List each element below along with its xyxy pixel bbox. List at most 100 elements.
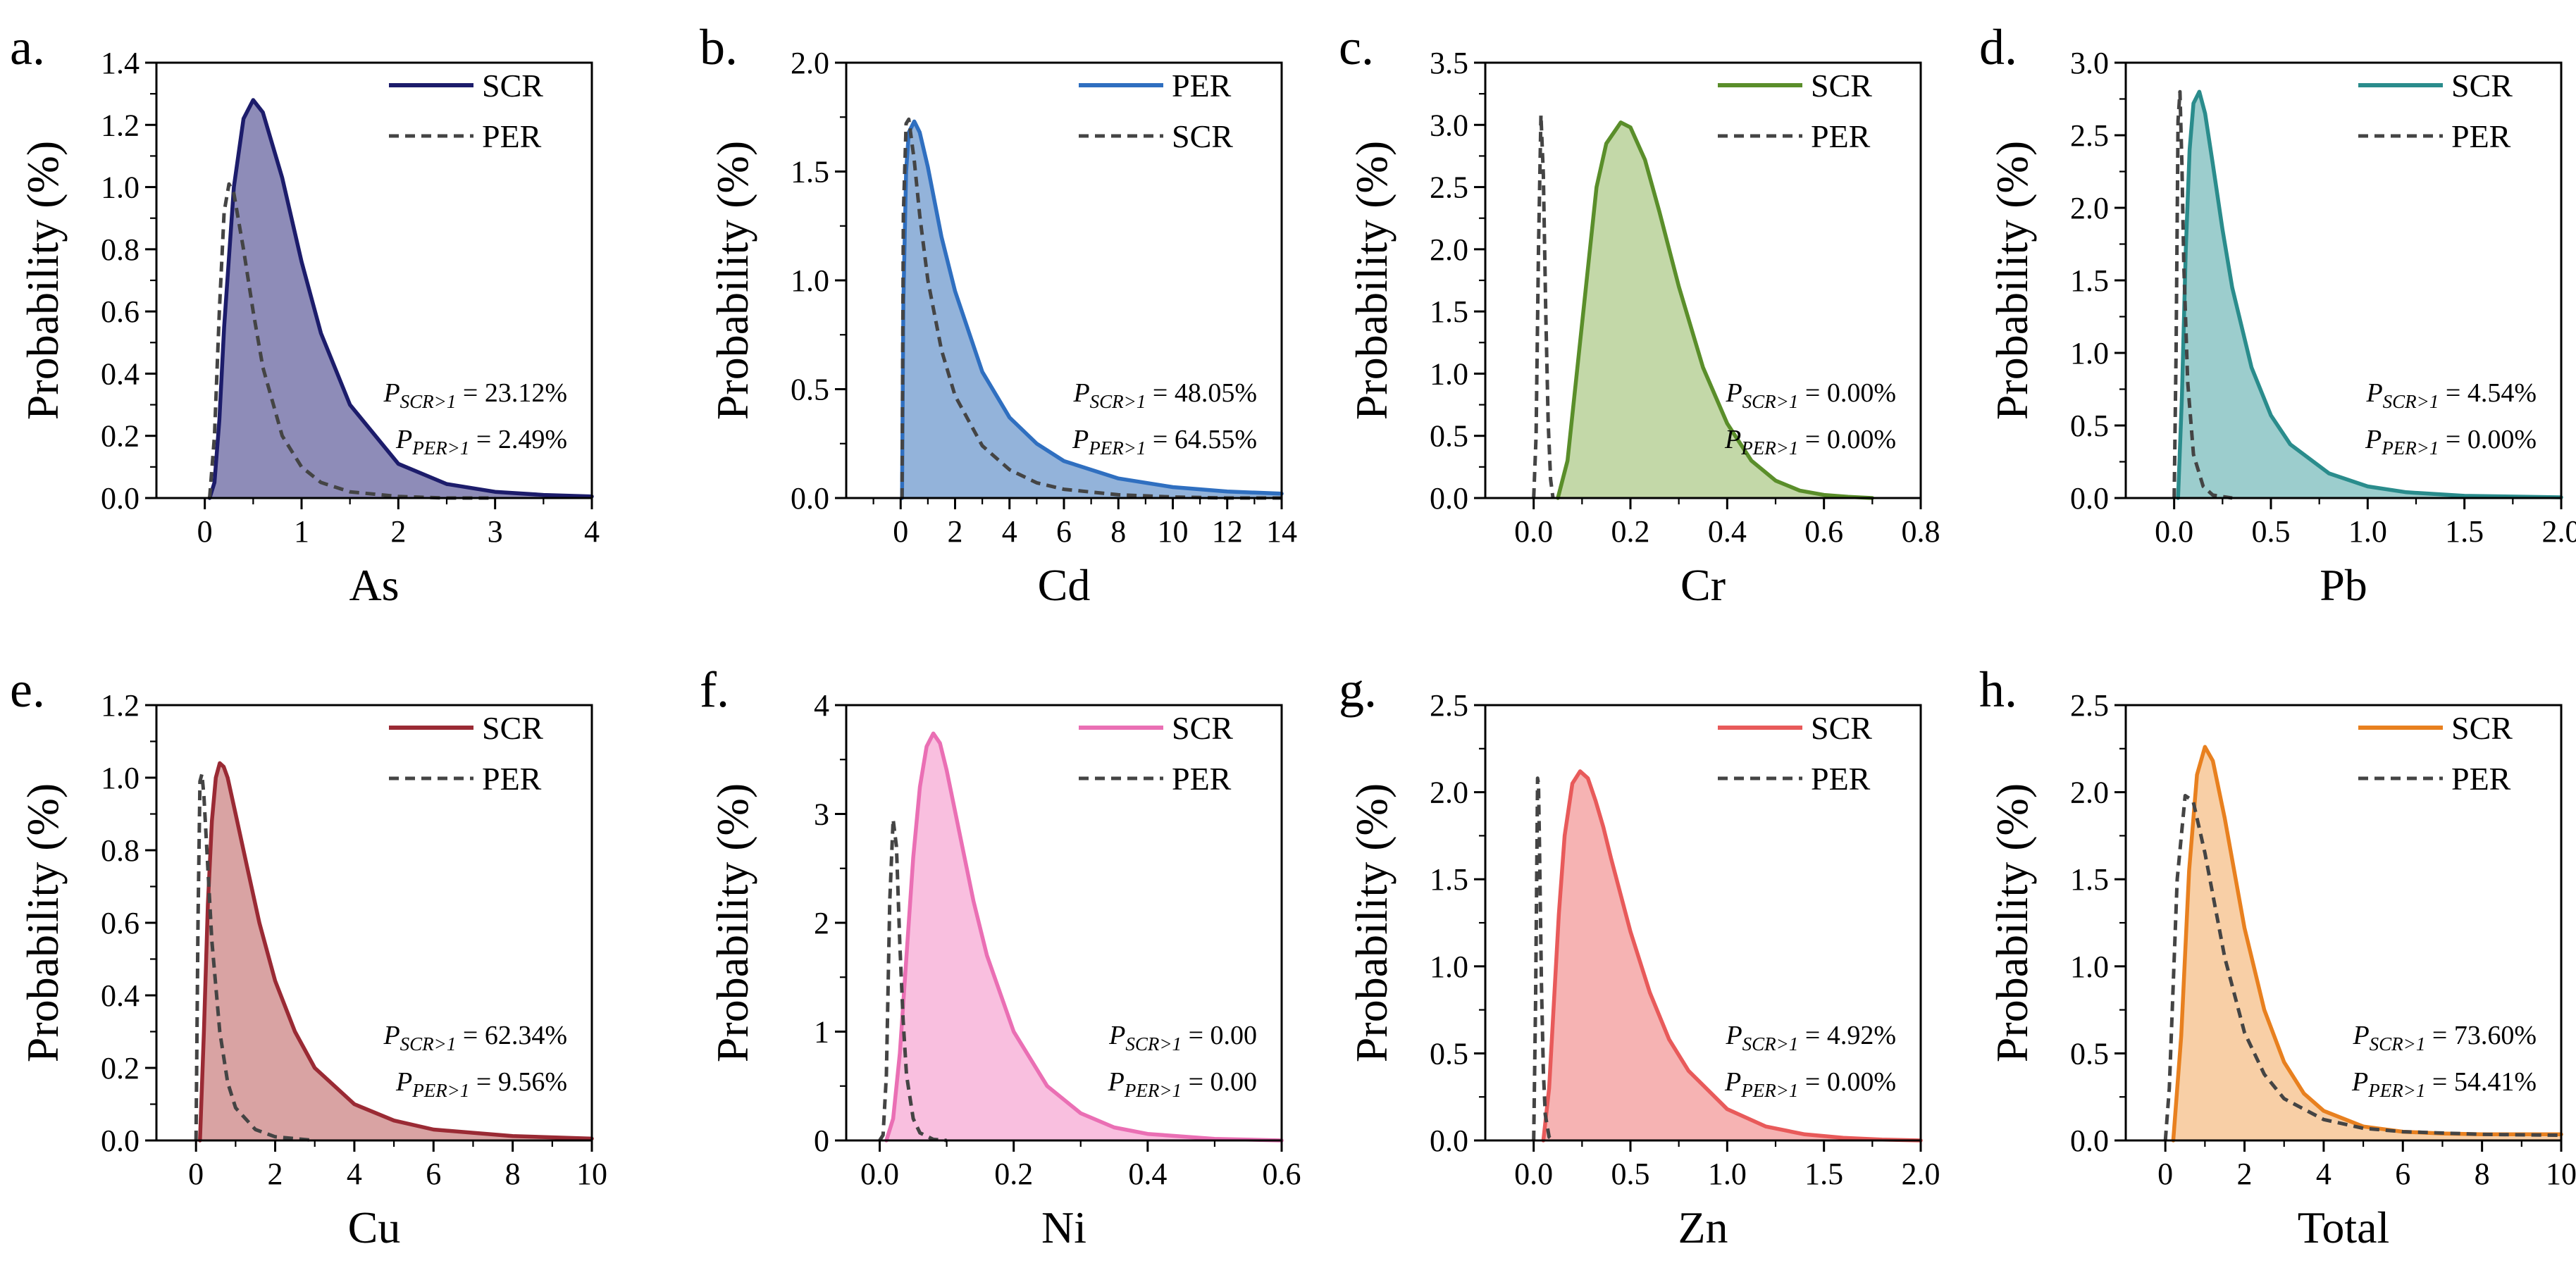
legend-label-per: PER (482, 118, 542, 154)
legend-label-per: PER (2451, 761, 2511, 797)
y-tick-label: 3.0 (2070, 46, 2109, 80)
annotation-subscript: PER>1 (1088, 437, 1146, 459)
y-tick-label: 0.8 (101, 833, 140, 868)
probability-annotation: PPER>1 = 0.00% (2365, 425, 2537, 459)
y-tick-label: 2.5 (2070, 118, 2109, 153)
probability-annotation: PPER>1 = 2.49% (395, 425, 567, 459)
y-axis-title: Probability (%) (18, 783, 68, 1062)
annotation-value: = 0.00% (2439, 425, 2537, 454)
series-line-per-dashed (2163, 794, 2562, 1141)
annotation-subscript: PER>1 (1740, 1080, 1798, 1101)
series-area-scr (2178, 92, 2561, 498)
y-axis-title: Probability (%) (1346, 783, 1397, 1062)
annotation-value: = 54.41% (2425, 1067, 2537, 1097)
legend-label-scr: SCR (1172, 118, 1233, 154)
annotation-subscript: SCR>1 (1742, 1033, 1799, 1055)
panel-5: 0 2 4 6 8 10 0.0 0.2 0.4 0.6 0.8 1.0 1.2 Cu Probabilit… (10, 661, 607, 1252)
annotation-value: = 2.49% (469, 425, 567, 454)
y-tick-label: 0.5 (1430, 419, 1468, 454)
y-axis-title: Probability (%) (1987, 141, 2037, 420)
y-tick-label: 2 (814, 906, 829, 940)
x-tick-label: 2 (390, 514, 406, 549)
y-tick-label: 1.0 (1430, 356, 1468, 391)
y-tick-label: 2.5 (2070, 688, 2109, 723)
legend-label-scr: SCR (2451, 68, 2513, 104)
panel-7: 0.0 0.5 1.0 1.5 2.0 0.0 0.5 1.0 1.5 2.0 2.5 Zn Proba… (1339, 661, 1940, 1252)
annotation-value: = 23.12% (456, 378, 567, 408)
panel-2: 0 2 4 6 8 10 12 14 0.0 0.5 1.0 1.5 2.0 Cd Probability … (700, 19, 1297, 610)
y-tick-label: 3.5 (1430, 46, 1468, 80)
y-axis-title: Probability (%) (1987, 783, 2037, 1062)
annotation-value: = 48.05% (1146, 378, 1257, 408)
x-axis-title: Pb (2320, 560, 2367, 610)
x-tick-label: 1.0 (2348, 514, 2387, 549)
annotation-value: = 62.34% (456, 1021, 567, 1050)
x-tick-label: 8 (2475, 1157, 2490, 1191)
series-line-per-dashed (194, 772, 315, 1143)
x-tick-label: 0.2 (994, 1157, 1033, 1191)
legend-label-scr: SCR (1811, 710, 1872, 746)
probability-annotation: PPER>1 = 0.00% (1724, 1067, 1896, 1101)
panel-label: a. (10, 19, 45, 75)
legend-label-per: PER (1172, 68, 1232, 104)
x-tick-label: 2.0 (2542, 514, 2576, 549)
annotation-value: = 4.92% (1798, 1021, 1896, 1050)
series-area-per (902, 121, 1282, 498)
legend-label-scr: SCR (482, 68, 543, 104)
x-axis-title: Total (2298, 1202, 2390, 1252)
annotation-value: = 0.00% (1798, 378, 1896, 408)
y-tick-label: 2.0 (2070, 776, 2109, 810)
annotation-subscript: PER>1 (411, 437, 469, 459)
series-line-scr (1556, 120, 1875, 500)
series-line-per-dashed (1532, 113, 1555, 499)
panel-8: 0 2 4 6 8 10 0.0 0.5 1.0 1.5 2.0 2.5 Total Probabilit… (1979, 661, 2576, 1252)
y-axis-title: Probability (%) (18, 141, 68, 420)
x-tick-label: 10 (2546, 1157, 2576, 1191)
series-line-per-dashed (1532, 776, 1554, 1142)
legend-label-scr: SCR (1811, 68, 1872, 104)
y-tick-label: 1.5 (2070, 862, 2109, 897)
x-tick-label: 8 (505, 1157, 521, 1191)
probability-annotation: PSCR>1 = 0.00 (1108, 1021, 1257, 1055)
y-tick-label: 1.5 (1430, 294, 1468, 329)
x-tick-label: 4 (2316, 1157, 2332, 1191)
x-axis-title: Cd (1038, 560, 1091, 610)
y-tick-label: 3.0 (1430, 108, 1468, 142)
y-tick-label: 1.5 (791, 155, 829, 189)
x-tick-label: 0 (893, 514, 908, 549)
probability-annotation: PSCR>1 = 48.05% (1072, 378, 1257, 412)
legend-label-per: PER (1811, 761, 1871, 797)
x-tick-label: 2 (2237, 1157, 2253, 1191)
x-tick-label: 1.0 (1708, 1157, 1747, 1191)
y-tick-label: 0.5 (2070, 409, 2109, 443)
panel-label: f. (700, 661, 729, 718)
y-tick-label: 2.0 (2070, 191, 2109, 225)
x-tick-label: 6 (2395, 1157, 2410, 1191)
y-tick-label: 0.5 (791, 373, 829, 407)
annotation-subscript: SCR>1 (2370, 1033, 2426, 1055)
x-tick-label: 6 (1056, 514, 1072, 549)
x-tick-label: 6 (426, 1157, 441, 1191)
y-tick-label: 1 (814, 1015, 829, 1050)
x-tick-label: 2.0 (1902, 1157, 1940, 1191)
panel-label: d. (1979, 19, 2017, 75)
x-tick-label: 0.0 (1514, 1157, 1553, 1191)
annotation-subscript: SCR>1 (1742, 391, 1799, 412)
series-line-scr-dashed (900, 117, 1282, 500)
x-tick-label: 14 (1266, 514, 1297, 549)
annotation-value: = 64.55% (1146, 425, 1257, 454)
y-tick-label: 0.0 (1430, 481, 1468, 516)
x-tick-label: 0.6 (1804, 514, 1843, 549)
panel-label: e. (10, 661, 45, 718)
legend-label-scr: SCR (2451, 710, 2513, 746)
y-tick-label: 0.0 (1430, 1124, 1468, 1158)
panel-3: 0.0 0.2 0.4 0.6 0.8 0.0 0.5 1.0 1.5 2.0 2.5 3.0 3.5 C… (1339, 19, 1940, 610)
probability-annotation: PSCR>1 = 4.92% (1725, 1021, 1896, 1055)
y-tick-label: 1.0 (2070, 950, 2109, 984)
x-tick-label: 0.5 (2252, 514, 2291, 549)
x-tick-label: 0.0 (2155, 514, 2193, 549)
series-line-per-dashed (208, 182, 495, 500)
x-tick-label: 10 (1158, 514, 1189, 549)
legend-label-per: PER (1172, 761, 1232, 797)
x-axis-title: Ni (1041, 1202, 1086, 1252)
